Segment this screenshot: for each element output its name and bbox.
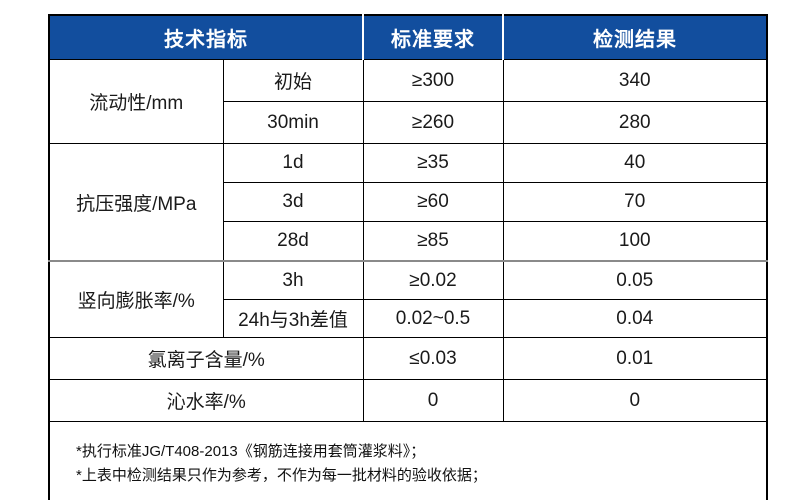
result-value: 70 bbox=[502, 182, 768, 222]
header-standard-requirement: 标准要求 bbox=[362, 15, 503, 60]
table-row: 抗压强度/MPa 1d ≥35 40 bbox=[48, 143, 768, 262]
sub-label-3d: 3d bbox=[222, 182, 364, 222]
table-row: 30min ≥260 280 bbox=[49, 101, 768, 144]
standard-value: ≥60 bbox=[362, 182, 504, 222]
row-label-chloride-content: 氯离子含量/% bbox=[48, 337, 364, 380]
table-row: 竖向膨胀率/% 3h ≥0.02 0.05 bbox=[48, 260, 768, 338]
result-value: 0.01 bbox=[502, 337, 768, 380]
standard-value: ≥0.02 bbox=[362, 260, 504, 300]
footnote-disclaimer: *上表中检测结果只作为参考，不作为每一批材料的验收依据； bbox=[76, 467, 487, 484]
result-value: 340 bbox=[502, 59, 768, 102]
standard-value: ≥260 bbox=[362, 101, 504, 144]
row-label-vertical-expansion: 竖向膨胀率/% bbox=[48, 260, 224, 338]
result-value: 0 bbox=[502, 379, 768, 422]
table-row: 28d ≥85 100 bbox=[49, 221, 768, 262]
sub-label-1d: 1d bbox=[222, 143, 364, 183]
sub-label-24h-3h-diff: 24h与3h差值 bbox=[222, 299, 364, 338]
footnotes: *执行标准JG/T408-2013《钢筋连接用套筒灌浆料》； *上表中检测结果只… bbox=[48, 421, 768, 500]
standard-value: ≥35 bbox=[362, 143, 504, 183]
sub-label-30min: 30min bbox=[222, 101, 364, 144]
result-value: 40 bbox=[502, 143, 768, 183]
sub-label-28d: 28d bbox=[222, 221, 364, 262]
footnote-standard: *执行标准JG/T408-2013《钢筋连接用套筒灌浆料》； bbox=[76, 443, 426, 460]
sub-label-3h: 3h bbox=[222, 260, 364, 300]
spec-table: 技术指标 标准要求 检测结果 流动性/mm 初始 ≥300 340 30min … bbox=[48, 14, 768, 500]
table-row: 沁水率/% 0 0 bbox=[48, 379, 768, 422]
row-label-fluidity: 流动性/mm bbox=[48, 59, 224, 144]
result-value: 100 bbox=[502, 221, 768, 262]
standard-value: 0.02~0.5 bbox=[362, 299, 504, 338]
header-tech-indicator: 技术指标 bbox=[49, 15, 363, 60]
table-row: 流动性/mm 初始 ≥300 340 bbox=[48, 59, 768, 144]
header-test-result: 检测结果 bbox=[502, 15, 767, 60]
table-row: 24h与3h差值 0.02~0.5 0.04 bbox=[49, 299, 768, 338]
sub-label-initial: 初始 bbox=[222, 59, 364, 102]
row-label-compressive-strength: 抗压强度/MPa bbox=[48, 143, 224, 262]
standard-value: ≥85 bbox=[362, 221, 504, 262]
result-value: 0.05 bbox=[502, 260, 768, 300]
row-label-bleeding-rate: 沁水率/% bbox=[48, 379, 364, 422]
standard-value: ≤0.03 bbox=[362, 337, 504, 380]
result-value: 280 bbox=[502, 101, 768, 144]
table-row-notes: *执行标准JG/T408-2013《钢筋连接用套筒灌浆料》； *上表中检测结果只… bbox=[48, 421, 768, 500]
result-value: 0.04 bbox=[502, 299, 768, 338]
standard-value: 0 bbox=[362, 379, 504, 422]
table-row: 氯离子含量/% ≤0.03 0.01 bbox=[48, 337, 768, 380]
table-header-row: 技术指标 标准要求 检测结果 bbox=[49, 15, 767, 60]
standard-value: ≥300 bbox=[362, 59, 504, 102]
table-row: 3d ≥60 70 bbox=[49, 182, 768, 222]
